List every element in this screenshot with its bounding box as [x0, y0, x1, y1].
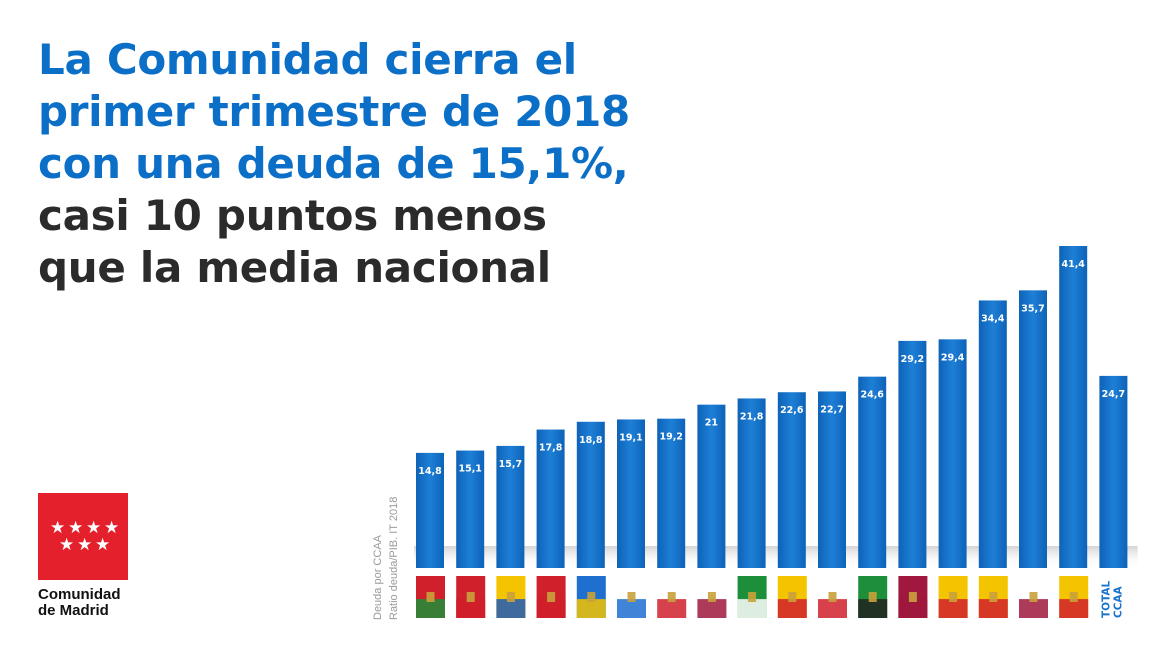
total-label-line-2: CCAA	[1112, 585, 1124, 618]
region-flag-stripe	[858, 599, 888, 618]
flag-emblem	[627, 592, 636, 602]
headline-line-3: con una deuda de 15,1%,	[38, 139, 629, 188]
headline-line-1: La Comunidad cierra el	[38, 35, 577, 84]
bar	[777, 392, 806, 568]
region-flag-stripe	[617, 599, 646, 618]
bar	[536, 429, 565, 568]
bar	[1019, 290, 1047, 568]
bar	[1059, 246, 1088, 568]
region-flag-stripe	[737, 599, 767, 618]
bar	[978, 300, 1007, 568]
flag-emblem	[788, 592, 797, 602]
flag-emblem	[908, 592, 917, 602]
bar	[858, 376, 887, 568]
bar-value-label: 41,4	[1061, 259, 1085, 270]
region-flag-stripe	[496, 599, 526, 618]
flag-emblem	[466, 592, 475, 602]
bar	[938, 339, 967, 568]
flag-emblem	[707, 592, 716, 602]
flag-emblem	[828, 592, 837, 602]
flag-emblem	[989, 592, 998, 602]
bar-value-label: 14,8	[418, 466, 442, 477]
bar-value-label: 19,2	[659, 432, 682, 443]
bar-value-label: 29,4	[941, 352, 965, 363]
bar-value-label: 35,7	[1021, 303, 1044, 314]
flag-emblem	[748, 592, 757, 602]
bar	[496, 445, 525, 568]
bar	[456, 450, 485, 568]
region-flag-stripe	[898, 599, 928, 618]
bar-value-label: 29,2	[901, 354, 924, 365]
bar-value-label: 24,6	[860, 390, 884, 401]
bar	[818, 391, 846, 568]
region-flag-stripe	[576, 599, 606, 618]
headline-line-2: primer trimestre de 2018	[38, 87, 630, 136]
bar	[1099, 375, 1128, 568]
region-flag-stripe	[1059, 599, 1089, 618]
region-flag-stripe	[536, 599, 566, 618]
bar-value-label: 21	[705, 418, 718, 429]
bar	[898, 340, 927, 568]
flag-emblem	[587, 592, 596, 602]
flag-emblem	[1029, 592, 1038, 602]
flag-emblem	[949, 592, 958, 602]
bar-value-label: 21,8	[740, 411, 764, 422]
region-flag-stripe	[938, 599, 968, 618]
flag-emblem	[667, 592, 676, 602]
region-flag-stripe	[1019, 599, 1048, 618]
madrid-stars-emblem: ★ ★ ★ ★ ★ ★ ★	[38, 493, 128, 580]
bar	[416, 452, 444, 568]
bar	[657, 418, 686, 568]
logo-text-line-1: Comunidad	[38, 586, 121, 603]
region-flag-stripe	[697, 599, 727, 618]
bar-value-label: 22,7	[820, 404, 843, 415]
flag-emblem	[426, 592, 435, 602]
bar-value-label: 15,1	[458, 464, 481, 475]
flag-emblem	[868, 592, 877, 602]
region-flag-stripe	[777, 599, 807, 618]
bar-value-label: 22,6	[780, 405, 804, 416]
flag-emblem	[1069, 592, 1078, 602]
bar-value-label: 34,4	[981, 313, 1005, 324]
flag-emblem	[506, 592, 515, 602]
flag-emblem	[547, 592, 556, 602]
headline-line-4: casi 10 puntos menos	[38, 191, 547, 240]
region-flag-stripe	[416, 599, 445, 618]
region-flag-stripe	[978, 599, 1008, 618]
headline: La Comunidad cierra el primer trimestre …	[38, 34, 738, 294]
region-flag-stripe	[818, 599, 847, 618]
headline-line-5: que la media nacional	[38, 243, 551, 292]
bar	[697, 404, 726, 568]
total-label-line-1: TOTAL	[1100, 580, 1112, 618]
region-flag-stripe	[456, 599, 486, 618]
bar-value-label: 17,8	[539, 443, 563, 454]
bar-value-label: 15,7	[499, 459, 522, 470]
bar-value-label: 18,8	[579, 435, 603, 446]
comunidad-madrid-logo: ★ ★ ★ ★ ★ ★ ★ Comunidad de Madrid	[38, 493, 128, 619]
bar	[617, 419, 645, 568]
region-flag-stripe	[657, 599, 687, 618]
bar	[576, 421, 605, 568]
bar-value-label: 19,1	[619, 432, 642, 443]
logo-text-line-2: de Madrid	[38, 602, 109, 619]
bar-value-label: 24,7	[1102, 389, 1125, 400]
bar	[737, 398, 766, 568]
